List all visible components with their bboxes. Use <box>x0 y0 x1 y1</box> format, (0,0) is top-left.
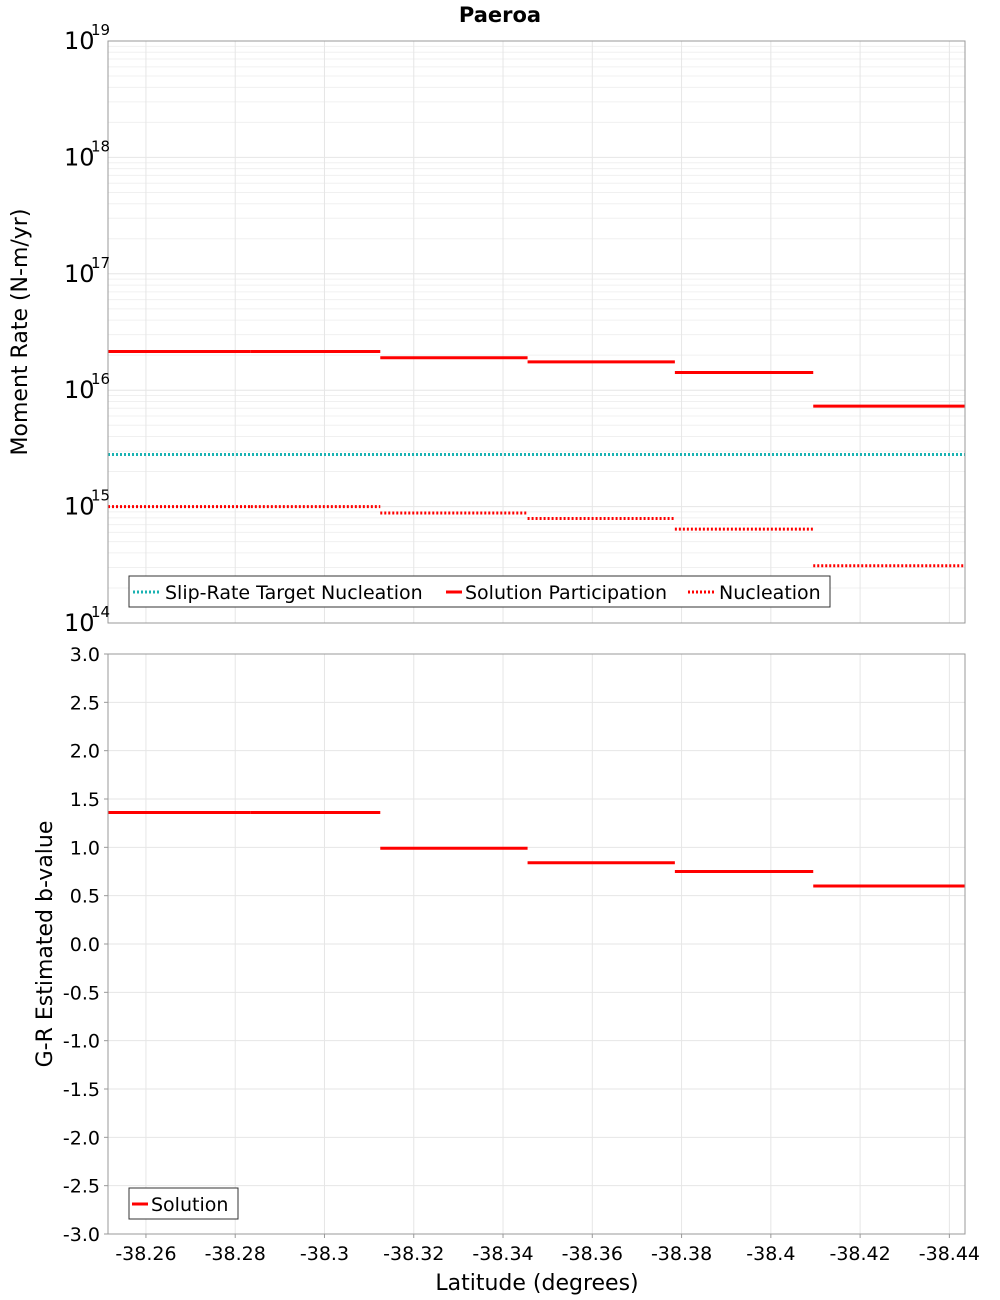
y-tick-exponent: 18 <box>91 137 110 155</box>
y-tick-label: 10 <box>64 376 95 404</box>
moment-rate-series <box>108 350 965 568</box>
y-tick-label: 10 <box>64 27 95 55</box>
y-tick-label: 3.0 <box>70 644 100 666</box>
y-tick-label: 1.0 <box>70 837 100 859</box>
y-tick-label: 10 <box>64 143 95 171</box>
y-tick-label: 2.0 <box>70 741 100 763</box>
y-tick-label: 2.5 <box>70 692 100 714</box>
chart-title: Paeroa <box>459 3 541 27</box>
b-value-y-ticks: 3.0 2.5 2.0 1.5 1.0 0.5 0.0 -0.5 -1.0 -1.5 -2.0 -2.… <box>63 644 108 1246</box>
x-tick-label: -38.42 <box>829 1243 890 1265</box>
b-value-series <box>108 811 965 888</box>
x-tick-label: -38.34 <box>472 1243 533 1265</box>
y-tick-exponent: 19 <box>91 21 110 39</box>
b-value-legend: Solution <box>128 1187 239 1220</box>
y-tick-label: -2.0 <box>63 1127 100 1149</box>
x-tick-label: -38.28 <box>205 1243 266 1265</box>
x-tick-label: -38.3 <box>300 1243 349 1265</box>
y-tick-exponent: 17 <box>91 254 110 272</box>
moment-rate-y-axis-label: Moment Rate (N-m/yr) <box>8 209 33 456</box>
x-axis-ticks: -38.26 -38.28 -38.3 -38.32 -38.34 -38.36 -38.3… <box>115 1234 980 1265</box>
x-tick-label: -38.36 <box>562 1243 623 1265</box>
moment-rate-grid <box>108 40 965 624</box>
y-tick-exponent: 14 <box>91 603 110 621</box>
b-value-y-axis-label: G-R Estimated b-value <box>33 821 58 1068</box>
x-tick-label: -38.4 <box>746 1243 795 1265</box>
y-tick-label: 10 <box>64 260 95 288</box>
x-tick-label: -38.26 <box>115 1243 176 1265</box>
y-tick-exponent: 16 <box>91 370 110 388</box>
legend-label-slip-rate-target: Slip-Rate Target Nucleation <box>165 582 423 604</box>
moment-rate-legend: Slip-Rate Target Nucleation Solution Par… <box>128 575 831 608</box>
y-tick-label: -1.0 <box>63 1031 100 1053</box>
y-tick-label: 10 <box>64 493 95 521</box>
moment-rate-plot-border <box>107 40 966 624</box>
legend-label-solution-participation: Solution Participation <box>465 582 667 604</box>
moment-rate-plot-area <box>108 41 965 623</box>
y-tick-label: -3.0 <box>63 1224 100 1246</box>
y-tick-label: 0.0 <box>70 934 100 956</box>
legend-label-nucleation: Nucleation <box>719 582 821 604</box>
y-tick-exponent: 15 <box>91 487 110 505</box>
y-tick-label: 0.5 <box>70 886 100 908</box>
y-tick-label: 10 <box>64 609 95 637</box>
x-axis-label: Latitude (degrees) <box>435 1271 638 1296</box>
y-tick-label: -0.5 <box>63 982 100 1004</box>
x-tick-label: -38.32 <box>383 1243 444 1265</box>
b-value-panel: 3.0 2.5 2.0 1.5 1.0 0.5 0.0 -0.5 -1.0 -1.5 -2.0 -2.… <box>33 644 966 1246</box>
x-tick-label: -38.44 <box>919 1243 980 1265</box>
y-tick-label: -1.5 <box>63 1079 100 1101</box>
x-tick-label: -38.38 <box>651 1243 712 1265</box>
legend-label-solution: Solution <box>151 1194 228 1216</box>
y-tick-label: -2.5 <box>63 1176 100 1198</box>
y-tick-label: 1.5 <box>70 789 100 811</box>
